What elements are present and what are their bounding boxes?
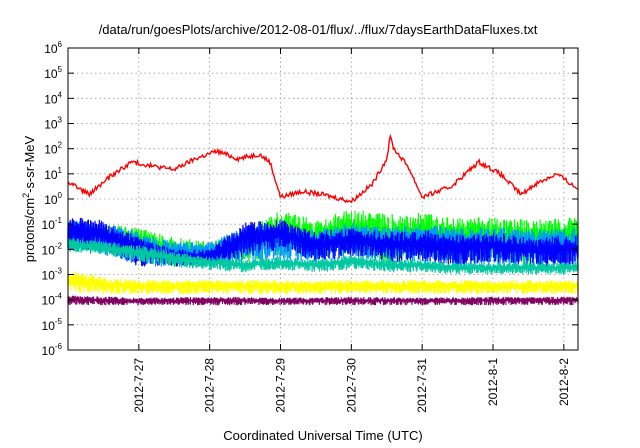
x-tick-label: 2012-7-28: [203, 358, 217, 413]
grid-lines: [68, 48, 578, 350]
y-axis-title-rest: -s-sr-MeV: [22, 135, 37, 192]
y-tick-base: 10: [44, 168, 58, 182]
y-axis-title: protons/cm2-s-sr-MeV: [21, 135, 37, 262]
y-tick-label: 10-5: [42, 317, 63, 333]
y-tick-exponent: 6: [58, 40, 63, 49]
y-tick-base: 10: [42, 243, 56, 257]
y-tick-label: 10-3: [42, 267, 63, 283]
data-series: [67, 133, 579, 306]
y-tick-exponent: -1: [55, 216, 63, 225]
y-tick-base: 10: [44, 118, 58, 132]
y-tick-exponent: 3: [58, 116, 63, 125]
y-tick-base: 10: [44, 42, 58, 56]
x-axis-label: Coordinated Universal Time (UTC): [223, 428, 422, 443]
x-tick-label: 2012-7-29: [274, 358, 288, 413]
y-tick-base: 10: [44, 92, 58, 106]
x-tick-label: 2012-8-1: [486, 358, 500, 406]
y-tick-label: 105: [44, 65, 62, 81]
y-axis-label: protons/cm2-s-sr-MeV: [21, 135, 37, 262]
y-tick-label: 104: [44, 90, 62, 106]
y-tick-label: 10-4: [42, 292, 63, 308]
x-tick-label: 2012-7-30: [344, 358, 358, 413]
chart-title: /data/run/goesPlots/archive/2012-08-01/f…: [99, 22, 538, 37]
y-tick-base: 10: [42, 344, 56, 358]
y-tick-exponent: 4: [58, 90, 63, 99]
y-axis-title-base: protons/cm: [22, 198, 37, 262]
y-tick-base: 10: [42, 269, 56, 283]
y-tick-label: 10-2: [42, 241, 63, 257]
y-tick-label: 10-1: [42, 216, 63, 232]
y-tick-exponent: 5: [58, 65, 63, 74]
series-6: [67, 133, 579, 204]
y-tick-label: 102: [44, 141, 62, 157]
series-0: [67, 295, 579, 306]
y-tick-base: 10: [42, 294, 56, 308]
y-tick-base: 10: [44, 143, 58, 157]
y-tick-base: 10: [42, 319, 56, 333]
y-tick-exponent: -4: [55, 292, 63, 301]
y-tick-label: 100: [44, 191, 62, 207]
x-tick-label: 2012-7-31: [415, 358, 429, 413]
y-tick-label: 106: [44, 40, 62, 56]
x-tick-label: 2012-7-27: [132, 358, 146, 413]
y-tick-base: 10: [44, 67, 58, 81]
y-axis-title-sup: 2: [21, 193, 31, 198]
y-tick-exponent: 1: [58, 166, 63, 175]
y-tick-exponent: -2: [55, 241, 63, 250]
y-tick-label: 10-6: [42, 342, 63, 358]
y-tick-exponent: -3: [55, 267, 63, 276]
y-tick-exponent: 0: [58, 191, 63, 200]
axis-ticks: 10-610-510-410-310-210-11001011021031041…: [42, 40, 578, 413]
y-tick-label: 103: [44, 116, 62, 132]
series-line-path: [67, 133, 579, 204]
y-tick-exponent: -6: [55, 342, 63, 351]
series-band-path: [67, 295, 579, 306]
x-tick-label: 2012-8-2: [557, 358, 571, 406]
y-tick-base: 10: [44, 193, 58, 207]
y-tick-exponent: 2: [58, 141, 63, 150]
y-tick-exponent: -5: [55, 317, 63, 326]
y-tick-base: 10: [42, 218, 56, 232]
y-tick-label: 101: [44, 166, 62, 182]
